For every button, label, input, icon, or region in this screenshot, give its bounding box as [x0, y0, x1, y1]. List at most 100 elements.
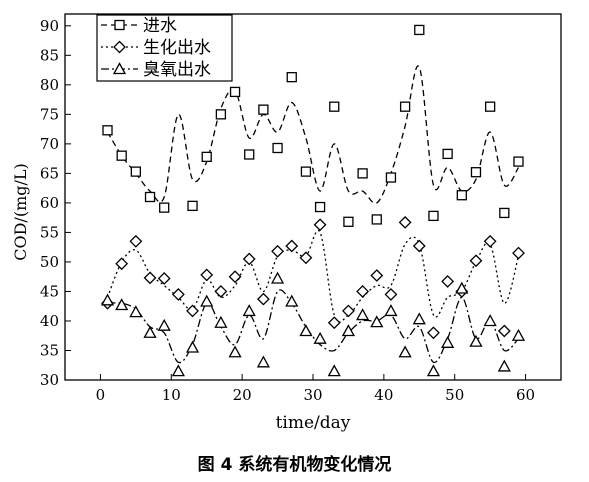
data-point	[229, 86, 241, 98]
data-point	[159, 202, 170, 213]
x-axis-label: time/day	[276, 413, 351, 433]
data-point	[513, 156, 524, 167]
data-point	[272, 142, 283, 154]
data-point	[244, 149, 255, 160]
data-point	[129, 305, 143, 318]
data-point	[327, 364, 341, 377]
data-point	[385, 172, 397, 183]
x-tick-label: 60	[516, 386, 535, 404]
x-tick-label: 0	[96, 386, 106, 404]
data-point	[129, 234, 143, 248]
data-point	[371, 214, 382, 225]
data-point	[398, 215, 412, 229]
data-point	[300, 166, 312, 177]
y-tick-label: 75	[40, 105, 59, 123]
data-point	[512, 246, 525, 260]
data-point	[214, 315, 228, 328]
data-point	[285, 294, 299, 307]
data-point	[426, 364, 441, 377]
data-point	[116, 150, 127, 161]
data-point	[483, 314, 497, 327]
y-tick-label: 55	[40, 223, 59, 241]
data-point	[228, 270, 242, 284]
series-line	[106, 65, 520, 204]
data-point	[370, 269, 384, 282]
legend-label: 臭氧出水	[143, 60, 211, 80]
x-tick-label: 40	[374, 386, 393, 404]
data-point	[399, 101, 411, 112]
data-point	[102, 125, 113, 136]
series-layer	[100, 24, 526, 377]
data-point	[442, 148, 453, 160]
data-point	[456, 190, 467, 201]
data-point	[200, 268, 214, 282]
data-point	[511, 328, 526, 341]
data-point	[483, 234, 497, 248]
data-point	[484, 101, 496, 112]
data-point	[398, 345, 412, 358]
data-point	[357, 168, 368, 179]
figure-caption: 图 4 系统有机物变化情况	[197, 455, 392, 475]
legend-label: 进水	[143, 16, 177, 36]
legend-marker	[113, 40, 126, 54]
data-point	[497, 359, 511, 372]
data-point	[499, 207, 510, 219]
data-point	[115, 257, 129, 271]
data-point	[242, 304, 256, 317]
data-point	[143, 325, 157, 338]
data-point	[157, 318, 171, 331]
y-tick-label: 65	[40, 164, 59, 182]
y-tick-label: 80	[40, 76, 59, 94]
data-point	[271, 244, 284, 258]
y-tick-label: 60	[40, 194, 59, 212]
data-point	[384, 304, 398, 317]
x-tick-label: 20	[233, 386, 252, 404]
data-point	[143, 271, 157, 285]
data-point	[470, 167, 482, 178]
data-point	[171, 364, 185, 377]
data-point	[341, 324, 356, 337]
x-tick-label: 10	[162, 386, 181, 404]
data-point	[384, 287, 398, 301]
y-tick-label: 70	[40, 135, 59, 153]
data-point	[144, 191, 156, 203]
y-tick-label: 45	[40, 282, 59, 300]
series-1	[101, 215, 525, 340]
data-point	[215, 109, 227, 120]
data-point	[314, 201, 326, 213]
data-point	[414, 24, 425, 36]
data-point	[270, 271, 285, 284]
y-tick-label: 90	[40, 17, 59, 35]
data-point	[356, 285, 370, 298]
x-tick-label: 50	[445, 386, 464, 404]
data-point	[327, 316, 341, 330]
series-2	[100, 271, 526, 377]
y-tick-label: 40	[40, 312, 59, 330]
data-point	[258, 104, 269, 115]
data-point	[157, 272, 171, 285]
data-point	[313, 218, 327, 232]
data-point	[299, 324, 313, 337]
data-point	[469, 334, 483, 347]
data-point	[428, 210, 439, 222]
data-point	[455, 281, 469, 294]
x-axis: 0 10 20 30 40 50 60	[96, 374, 535, 404]
data-point	[285, 239, 299, 253]
data-point	[412, 239, 426, 253]
data-point	[242, 252, 256, 266]
data-point	[286, 72, 297, 83]
y-axis-label: COD/(mg/L)	[11, 163, 30, 261]
data-point	[370, 315, 384, 328]
data-point	[201, 151, 212, 163]
data-point	[228, 345, 242, 358]
x-tick-label: 30	[303, 386, 322, 404]
data-point	[171, 287, 185, 301]
data-point	[497, 324, 511, 338]
y-tick-label: 50	[40, 253, 59, 271]
data-point	[256, 355, 270, 368]
y-axis: 30 35 40 45 50 55 60 65 70 75 80 85 90	[40, 17, 71, 389]
y-tick-label: 85	[40, 46, 59, 64]
data-point	[186, 304, 199, 318]
legend-marker	[114, 19, 125, 31]
